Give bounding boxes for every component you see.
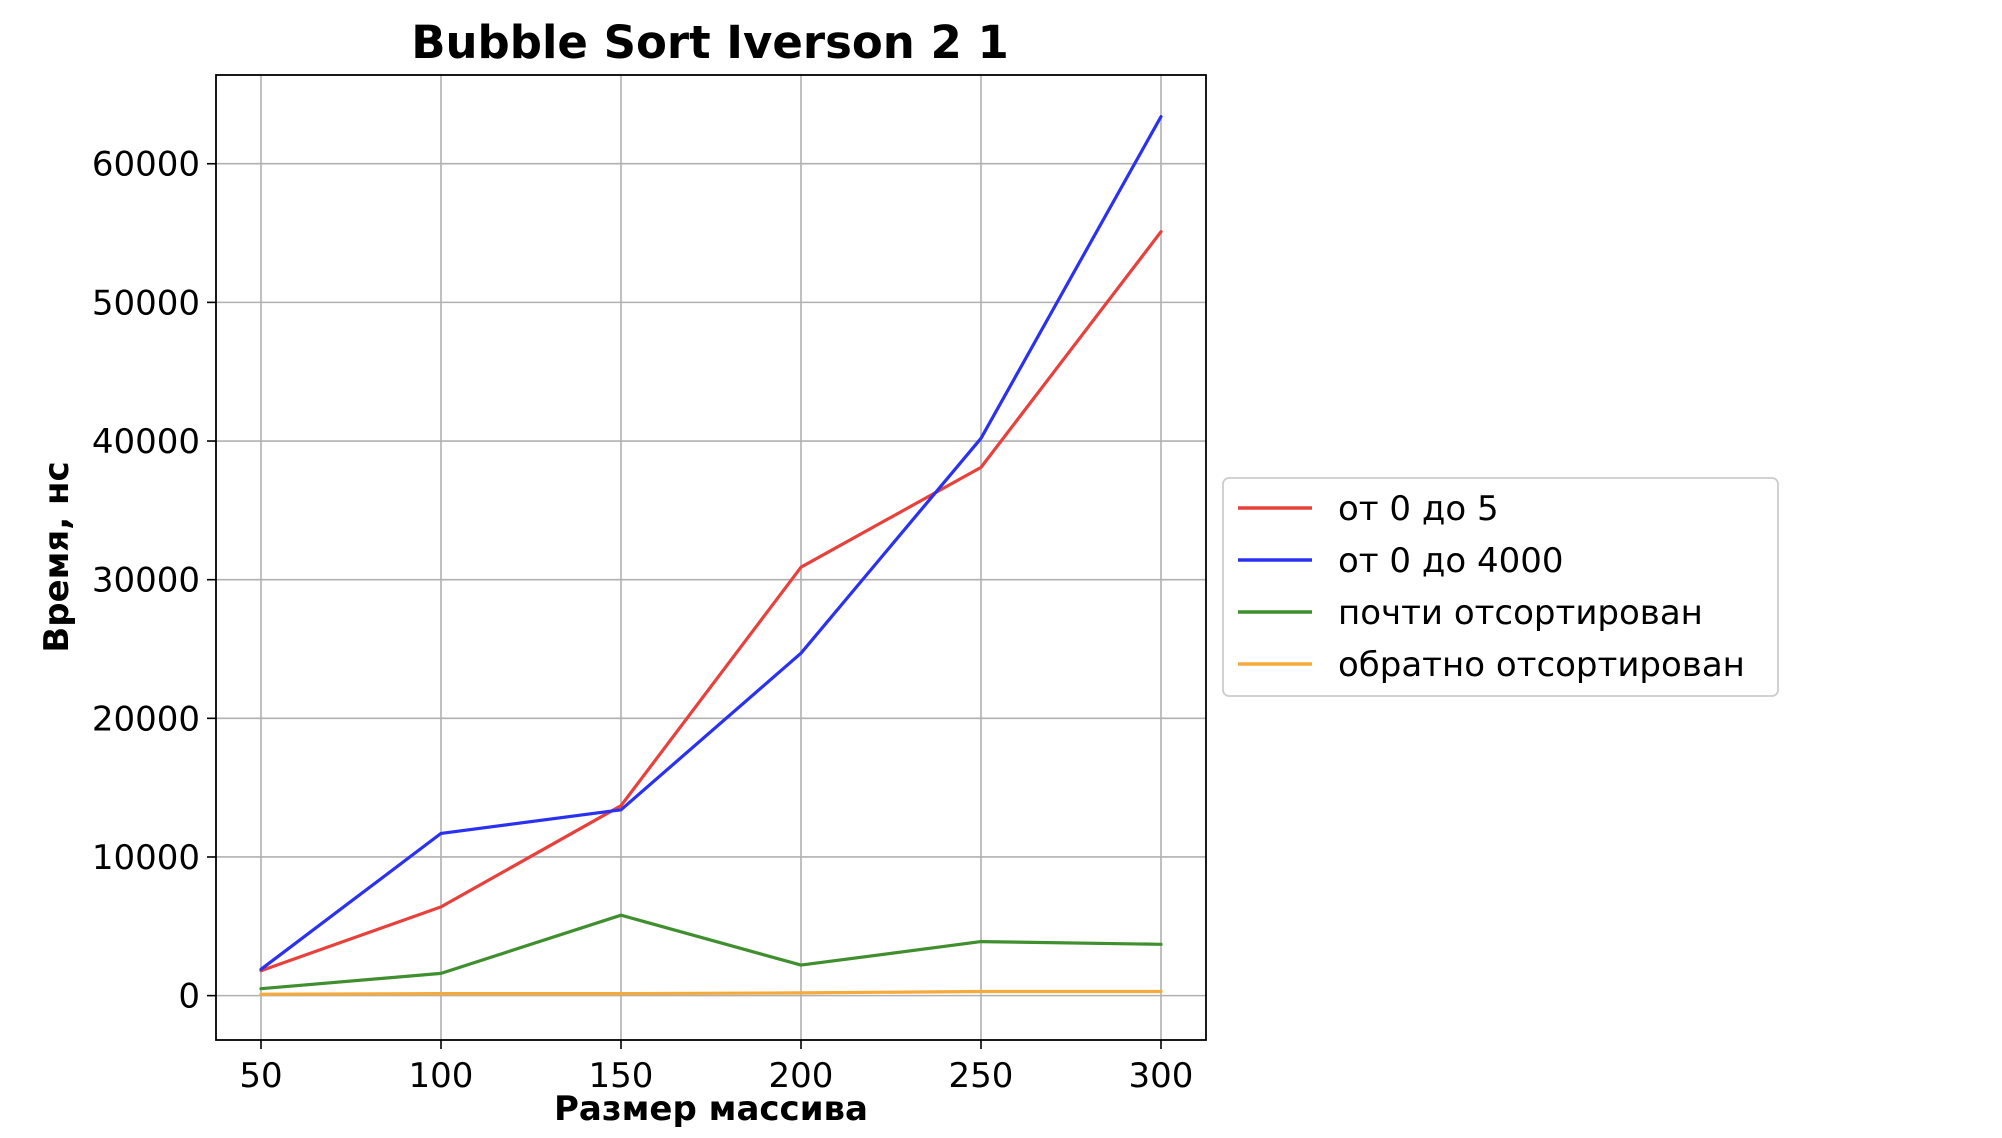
legend-label: обратно отсортирован [1338,645,1745,685]
legend: от 0 до 5 от 0 до 4000 почти отсортирован о… [1222,477,1779,697]
x-tick-label: 150 [589,1056,654,1096]
series-line-2 [259,114,1163,971]
y-axis-label: Время, нс [37,461,77,652]
legend-box [1222,477,1779,697]
y-tick-label: 0 [178,977,200,1017]
x-axis-label: Размер массива [554,1089,868,1129]
x-tick-label: 100 [409,1056,474,1096]
y-tick-label: 10000 [92,838,200,878]
y-tick-label: 30000 [92,561,200,601]
grid-lines [216,75,1206,1040]
axis-ticks: 50 100 150 200 250 300 0 10000 20000 30000 40000 50… [92,145,1194,1096]
chart-title: Bubble Sort Iverson 2 1 [411,16,1009,69]
series-line-3 [259,913,1163,991]
x-tick-label: 300 [1129,1056,1194,1096]
series-line-1 [259,230,1163,973]
plot-series [259,114,1163,996]
legend-label: почти отсортирован [1338,593,1703,633]
x-tick-label: 250 [949,1056,1014,1096]
x-tick-label: 50 [239,1056,282,1096]
x-tick-label: 200 [769,1056,834,1096]
legend-label: от 0 до 5 [1338,489,1499,529]
legend-label: от 0 до 4000 [1338,541,1564,581]
plot-frame [215,74,1207,1041]
y-tick-label: 20000 [92,699,200,739]
y-tick-label: 60000 [92,145,200,185]
y-tick-label: 50000 [92,283,200,323]
series-line-4 [259,989,1163,996]
y-tick-label: 40000 [92,422,200,462]
